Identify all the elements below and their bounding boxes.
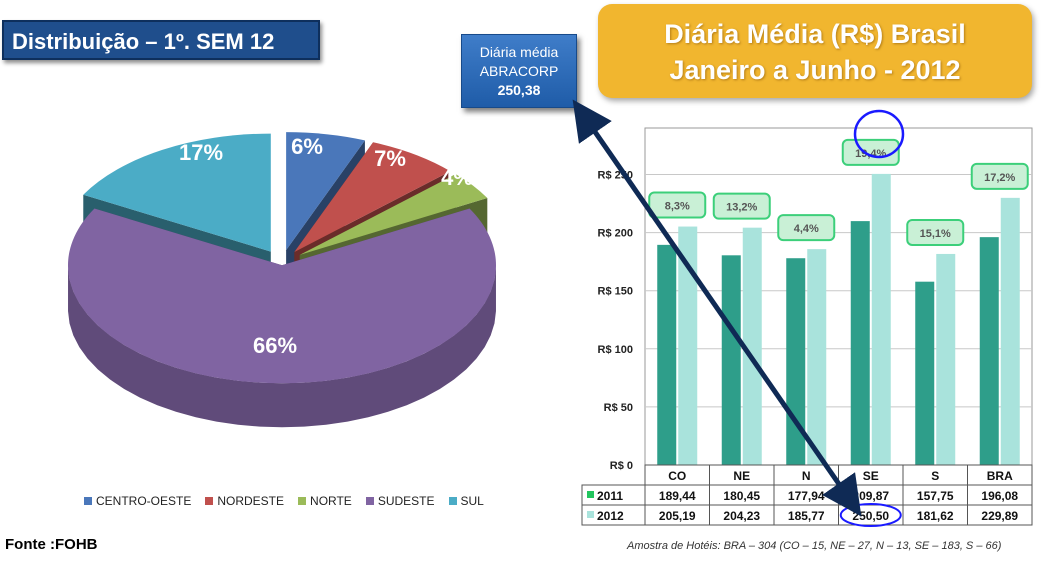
data-label-2011: 180,45	[723, 489, 760, 503]
legend-label-2012: 2012	[597, 509, 624, 523]
pie-label-sul: 17%	[179, 140, 223, 165]
y-tick-label: R$ 200	[598, 228, 633, 240]
growth-badge-bra	[970, 162, 1029, 190]
pie-legend: CENTRO-OESTE NORDESTE NORTE SUDESTE SUL	[84, 494, 484, 508]
callout-line2: ABRACORP	[479, 63, 559, 79]
callout-line1: Diária média	[479, 44, 559, 60]
legend-swatch-2012	[587, 511, 594, 518]
pie-slice-sudeste	[68, 208, 497, 428]
connector-arrow	[572, 99, 862, 517]
bar-2011-bra	[979, 237, 999, 465]
legend-swatch-2011	[587, 491, 594, 498]
pie-label-sudeste: 66%	[253, 333, 297, 358]
growth-label-ne: 13,2%	[726, 202, 757, 214]
y-tick-label: R$ 150	[598, 286, 633, 298]
legend-swatch	[448, 497, 457, 505]
bar-2012-bra	[1000, 197, 1020, 465]
bar-2011-ne	[721, 255, 741, 465]
x-tick-label: NE	[733, 469, 750, 483]
growth-badge-s	[906, 218, 965, 246]
growth-label-s: 15,1%	[920, 228, 951, 240]
legend-swatch	[365, 497, 374, 505]
legend-label: CENTRO-OESTE	[96, 494, 192, 508]
y-tick-label: R$ 50	[604, 402, 633, 414]
data-label-2012: 205,19	[659, 509, 696, 523]
bar-2012-s	[936, 253, 956, 465]
pie-label-norte: 4%	[441, 165, 473, 190]
x-tick-label: SE	[863, 469, 879, 483]
x-tick-label: BRA	[987, 469, 1013, 483]
data-label-2011: 189,44	[659, 489, 696, 503]
x-tick-label: CO	[668, 469, 686, 483]
growth-label-bra: 17,2%	[984, 172, 1015, 184]
x-tick-label: N	[802, 469, 811, 483]
legend-swatch	[298, 497, 307, 505]
pie-label-centro-oeste: 6%	[291, 134, 323, 159]
legend-label: NORDESTE	[217, 494, 285, 508]
banner-line1: Diária Média (R$) Brasil	[664, 19, 966, 49]
page-title: Distribuição – 1º. SEM 12	[2, 20, 320, 60]
sample-note: Amostra de Hotéis: BRA – 304 (CO – 15, N…	[627, 540, 1002, 552]
source-text: Fonte :FOHB	[5, 536, 98, 553]
bar-2011-s	[915, 281, 935, 465]
callout-box: Diária média ABRACORP 250,38	[461, 34, 577, 108]
data-label-2011: 196,08	[981, 489, 1018, 503]
callout-value: 250,38	[497, 82, 541, 98]
pie-chart: 6% 7% 4% 66% 17%	[68, 132, 497, 428]
legend-label-2011: 2011	[597, 489, 623, 503]
legend-item-sudeste: SUDESTE	[365, 494, 435, 508]
legend-label: SUDESTE	[377, 494, 435, 508]
data-label-2011: 157,75	[917, 489, 954, 503]
data-label-2011: 177,94	[788, 489, 825, 503]
legend-swatch	[205, 497, 214, 505]
bar-2012-se	[871, 173, 891, 465]
legend-label: SUL	[460, 494, 484, 508]
banner-line2: Janeiro a Junho - 2012	[669, 55, 961, 85]
y-tick-label: R$ 0	[610, 460, 633, 472]
legend-item-sul: SUL	[448, 494, 484, 508]
legend-label: NORTE	[310, 494, 352, 508]
data-label-2012: 185,77	[788, 509, 825, 523]
legend-item-norte: NORTE	[298, 494, 352, 508]
bar-2011-se	[850, 221, 870, 465]
data-label-2012: 250,50	[852, 509, 889, 523]
legend-item-centro-oeste: CENTRO-OESTE	[84, 494, 191, 508]
pie-label-nordeste: 7%	[374, 146, 406, 171]
bar-2012-n	[807, 249, 827, 465]
legend-item-nordeste: NORDESTE	[205, 494, 284, 508]
x-tick-label: S	[931, 469, 939, 483]
legend-swatch	[84, 497, 92, 505]
y-tick-label: R$ 100	[598, 344, 633, 356]
growth-label-co: 8,3%	[665, 201, 690, 213]
growth-label-n: 4,4%	[794, 223, 819, 235]
data-label-2011: 209,87	[852, 489, 889, 503]
data-label-2012: 229,89	[981, 509, 1018, 523]
data-label-2012: 181,62	[917, 509, 954, 523]
data-label-2012: 204,23	[723, 509, 760, 523]
bar-2011-co	[657, 244, 677, 465]
chart-banner: Diária Média (R$) Brasil Janeiro a Junho…	[598, 4, 1032, 98]
